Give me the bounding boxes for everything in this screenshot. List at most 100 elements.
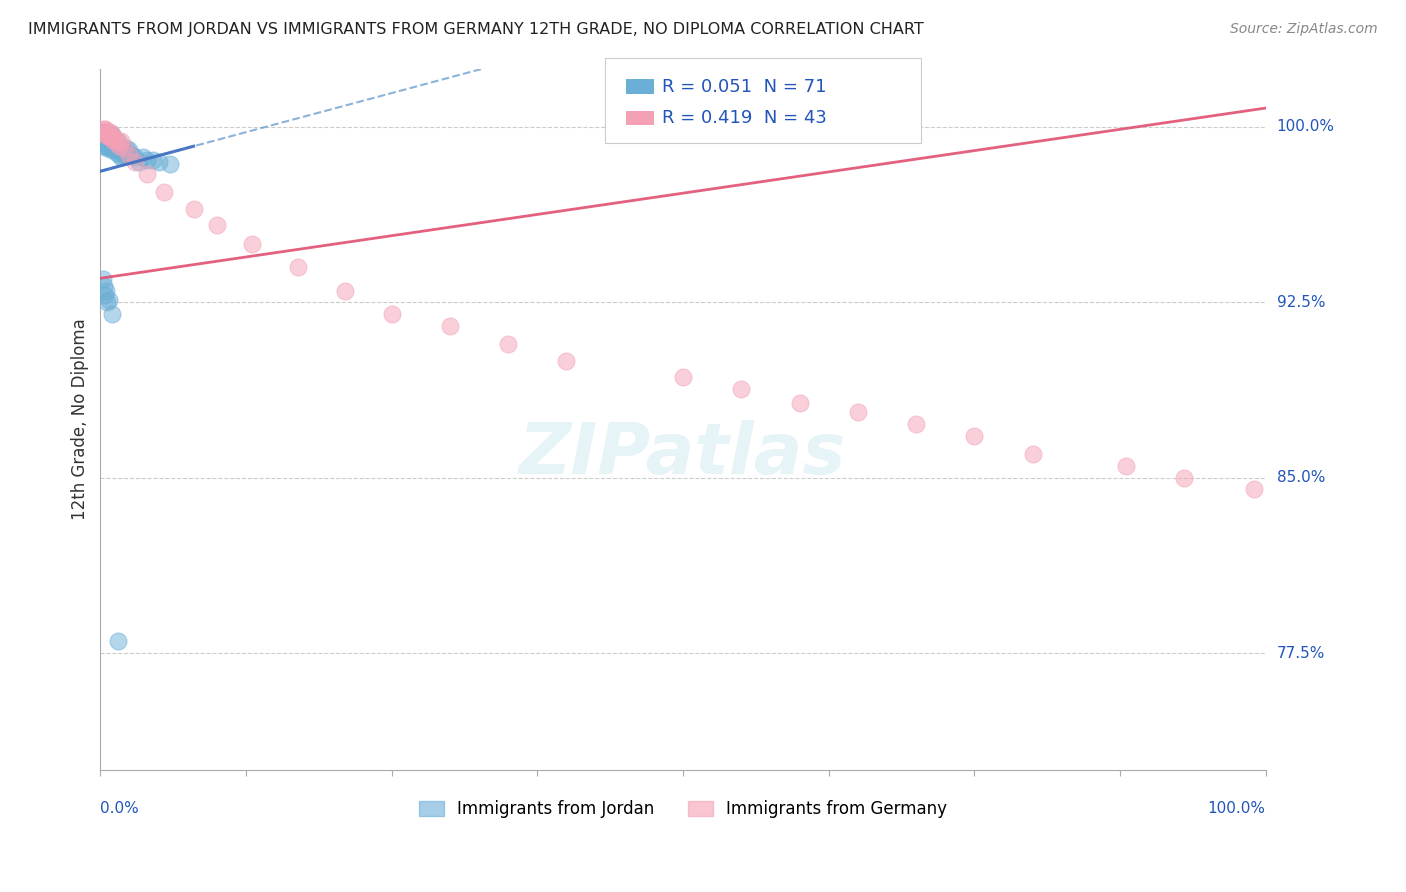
Point [96,138,118,153]
Point [439,318,461,333]
Point [96,141,118,155]
Point [118,144,141,158]
Point [108,141,131,155]
Text: ZIPatlas: ZIPatlas [519,420,846,489]
Point [205,218,228,232]
Point [96,129,118,144]
Point [96,127,118,141]
Point [108,148,131,162]
Point [159,157,181,171]
Text: R = 0.419  N = 43: R = 0.419 N = 43 [662,109,827,127]
Point [98,127,121,141]
Y-axis label: 12th Grade, No Diploma: 12th Grade, No Diploma [72,318,89,520]
Point [93,138,115,153]
Point [101,131,124,145]
Point [132,150,155,164]
Point [101,144,124,158]
Point [136,153,159,167]
Point [104,131,127,145]
Point [963,428,986,442]
Point [104,136,127,151]
Text: 77.5%: 77.5% [1277,646,1324,661]
Point [96,125,118,139]
Point [108,138,131,153]
Point [97,134,120,148]
Point [98,136,121,151]
Point [104,144,127,158]
Point [103,134,125,148]
Point [115,145,138,160]
Point [672,370,695,384]
Text: 85.0%: 85.0% [1277,470,1324,485]
Legend: Immigrants from Jordan, Immigrants from Germany: Immigrants from Jordan, Immigrants from … [412,794,953,825]
Point [101,136,124,151]
Point [93,122,115,136]
Point [555,353,578,368]
Text: Source: ZipAtlas.com: Source: ZipAtlas.com [1230,22,1378,37]
Text: 0.0%: 0.0% [100,800,139,815]
Point [96,127,118,141]
Point [107,136,129,151]
Point [730,382,752,396]
Point [128,155,150,169]
Point [96,131,118,145]
Point [100,141,122,155]
Point [100,127,122,141]
Point [183,202,205,216]
Point [96,125,118,139]
Point [91,127,114,141]
Point [142,153,165,167]
Text: 100.0%: 100.0% [1277,120,1334,135]
Point [93,134,115,148]
Point [94,288,117,302]
Point [101,138,124,153]
Point [101,131,124,145]
Point [100,129,122,144]
Point [101,131,124,145]
Point [287,260,309,275]
Point [98,125,121,139]
Point [117,148,139,162]
Point [148,155,170,169]
Point [107,134,129,148]
Point [93,125,115,139]
Point [108,138,131,153]
Point [118,148,141,162]
Text: 100.0%: 100.0% [1208,800,1265,815]
Point [94,122,117,136]
Point [121,148,143,162]
Point [100,134,122,148]
Point [112,141,135,155]
Point [94,127,117,141]
Point [94,131,117,145]
Point [1243,483,1265,497]
Point [96,136,118,151]
Point [124,150,146,164]
Point [91,272,114,286]
Point [1115,458,1137,473]
Point [381,307,404,321]
Point [115,141,138,155]
Text: IMMIGRANTS FROM JORDAN VS IMMIGRANTS FROM GERMANY 12TH GRADE, NO DIPLOMA CORRELA: IMMIGRANTS FROM JORDAN VS IMMIGRANTS FRO… [28,22,924,37]
Point [91,136,114,151]
Point [97,127,120,141]
Point [114,148,136,162]
Point [136,167,159,181]
Text: R = 0.051  N = 71: R = 0.051 N = 71 [662,78,827,95]
Point [846,405,869,419]
Point [93,279,115,293]
Point [101,307,124,321]
Point [97,129,120,144]
Point [103,141,125,155]
Point [101,129,124,144]
Point [91,131,114,145]
Point [107,634,129,648]
Point [97,293,120,307]
Point [101,127,124,141]
Point [105,145,128,160]
Point [93,125,115,139]
Point [333,284,356,298]
Point [496,337,519,351]
Point [110,150,132,164]
Point [153,186,176,200]
